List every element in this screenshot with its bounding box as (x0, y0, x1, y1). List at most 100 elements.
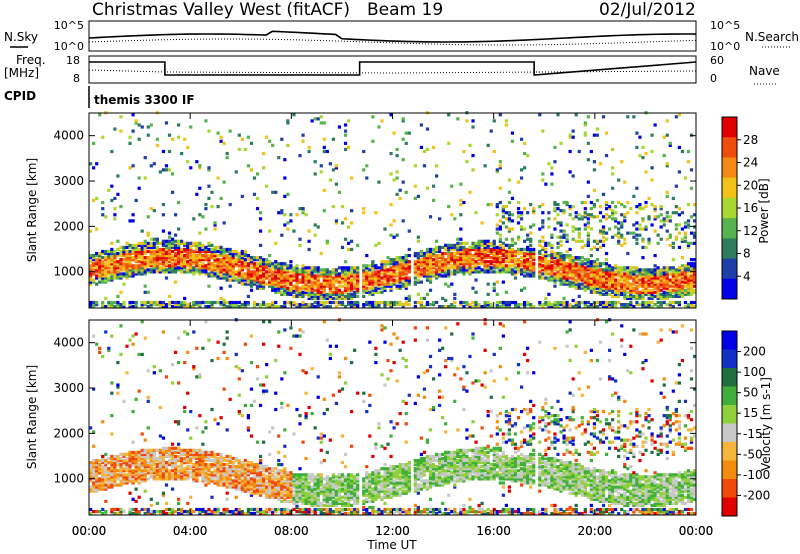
data-cell (155, 501, 159, 505)
data-cell (571, 274, 575, 278)
data-cell (189, 247, 193, 252)
data-cell (189, 256, 193, 260)
data-cell (140, 460, 144, 465)
data-cell (459, 213, 463, 217)
data-cell (237, 264, 241, 268)
data-cell (198, 270, 202, 274)
data-cell (255, 487, 260, 491)
data-cell (538, 274, 542, 278)
data-cell (204, 465, 208, 469)
data-cell (541, 245, 545, 250)
data-cell (249, 272, 254, 276)
data-cell (677, 270, 681, 274)
data-cell (210, 266, 214, 270)
data-cell (292, 300, 296, 305)
data-cell (116, 251, 120, 256)
data-cell (644, 292, 648, 296)
data-cell (371, 280, 375, 284)
data-cell (365, 268, 369, 272)
data-cell (213, 473, 217, 477)
data-cell (246, 467, 251, 471)
data-cell (638, 207, 642, 211)
data-cell (322, 290, 326, 294)
data-cell (559, 262, 563, 266)
data-cell (192, 463, 196, 467)
data-cell (222, 272, 226, 276)
data-cell (547, 276, 551, 280)
data-cell (383, 266, 387, 270)
data-cell (119, 465, 123, 469)
data-cell (674, 286, 678, 290)
data-cell (113, 274, 117, 278)
data-cell (659, 237, 663, 241)
data-cell (529, 247, 533, 252)
data-cell (149, 264, 153, 268)
data-cell (350, 300, 354, 305)
data-cell (104, 475, 108, 479)
data-cell (529, 243, 533, 247)
data-cell (592, 202, 597, 207)
data-cell (158, 305, 163, 309)
data-cell (422, 264, 427, 268)
data-cell (198, 467, 202, 471)
data-cell (513, 300, 518, 305)
data-cell (207, 249, 211, 254)
data-cell (492, 256, 496, 260)
data-cell (322, 209, 326, 213)
data-cell (234, 495, 238, 499)
data-cell (607, 272, 612, 276)
data-cell (483, 260, 487, 264)
data-cell (529, 272, 533, 276)
data-cell (486, 266, 490, 270)
data-cell (401, 219, 405, 223)
data-cell (416, 256, 420, 260)
data-cell (167, 446, 172, 450)
data-cell (107, 302, 111, 307)
data-cell (228, 260, 232, 264)
data-cell (620, 286, 624, 290)
data-cell (404, 270, 408, 274)
data-cell (644, 290, 648, 294)
data-cell (231, 463, 235, 467)
data-cell (434, 300, 439, 305)
data-cell (480, 268, 484, 272)
data-cell (249, 270, 254, 274)
data-cell (401, 305, 405, 309)
data-cell (620, 266, 624, 270)
data-cell (116, 454, 120, 459)
data-cell (483, 243, 487, 247)
data-cell (207, 469, 211, 473)
data-cell (680, 288, 685, 292)
data-cell (368, 292, 372, 296)
data-cell (161, 241, 166, 245)
data-cell (201, 247, 205, 252)
data-cell (692, 290, 697, 294)
data-cell (280, 305, 284, 309)
data-cell (383, 268, 387, 272)
data-cell (516, 235, 521, 239)
data-cell (459, 198, 463, 203)
data-cell (101, 251, 105, 256)
data-cell (689, 258, 694, 262)
data-cell (192, 243, 196, 247)
data-cell (592, 239, 597, 243)
data-cell (170, 239, 175, 243)
data-cell (180, 477, 184, 481)
data-cell (313, 296, 317, 301)
data-cell (523, 253, 527, 258)
data-cell (198, 305, 202, 309)
data-cell (240, 473, 244, 477)
data-cell (216, 469, 220, 473)
data-cell (680, 290, 685, 294)
data-cell (419, 145, 424, 150)
data-cell (611, 280, 615, 284)
data-cell (498, 264, 502, 268)
data-cell (207, 274, 211, 278)
data-cell (501, 207, 505, 211)
data-cell (601, 272, 606, 276)
data-cell (601, 286, 606, 290)
data-cell (571, 217, 575, 221)
data-cell (210, 256, 214, 260)
data-cell (683, 264, 688, 268)
data-cell (180, 469, 184, 473)
